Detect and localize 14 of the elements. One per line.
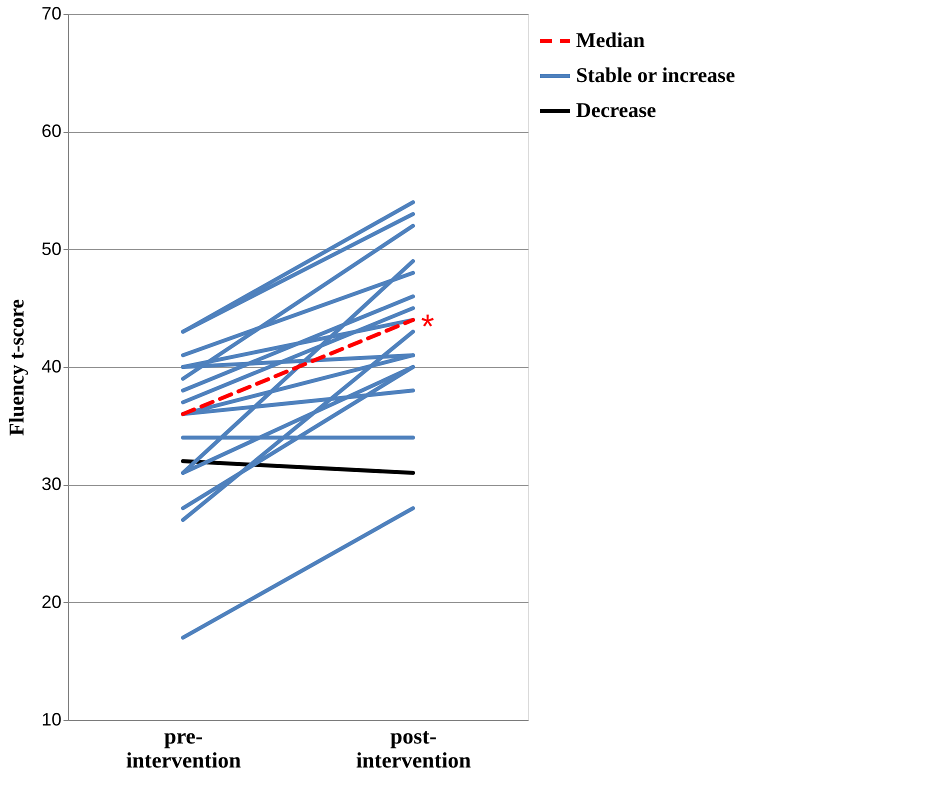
annotation: * bbox=[421, 308, 434, 346]
legend-label: Stable or increase bbox=[576, 63, 736, 87]
y-tick-label: 40 bbox=[41, 356, 62, 376]
x-tick-label: pre-intervention bbox=[126, 724, 241, 772]
legend-label: Decrease bbox=[576, 98, 656, 122]
y-tick-label: 10 bbox=[41, 710, 62, 730]
y-tick-label: 50 bbox=[41, 238, 62, 259]
y-tick-label: 60 bbox=[41, 121, 62, 142]
y-axis-title: Fluency t-score bbox=[4, 299, 28, 436]
x-tick-label: post-intervention bbox=[356, 724, 471, 772]
y-tick-label: 70 bbox=[41, 4, 62, 24]
y-tick-label: 30 bbox=[41, 474, 62, 494]
y-tick-label: 20 bbox=[41, 592, 62, 612]
legend-label: Median bbox=[576, 28, 646, 52]
